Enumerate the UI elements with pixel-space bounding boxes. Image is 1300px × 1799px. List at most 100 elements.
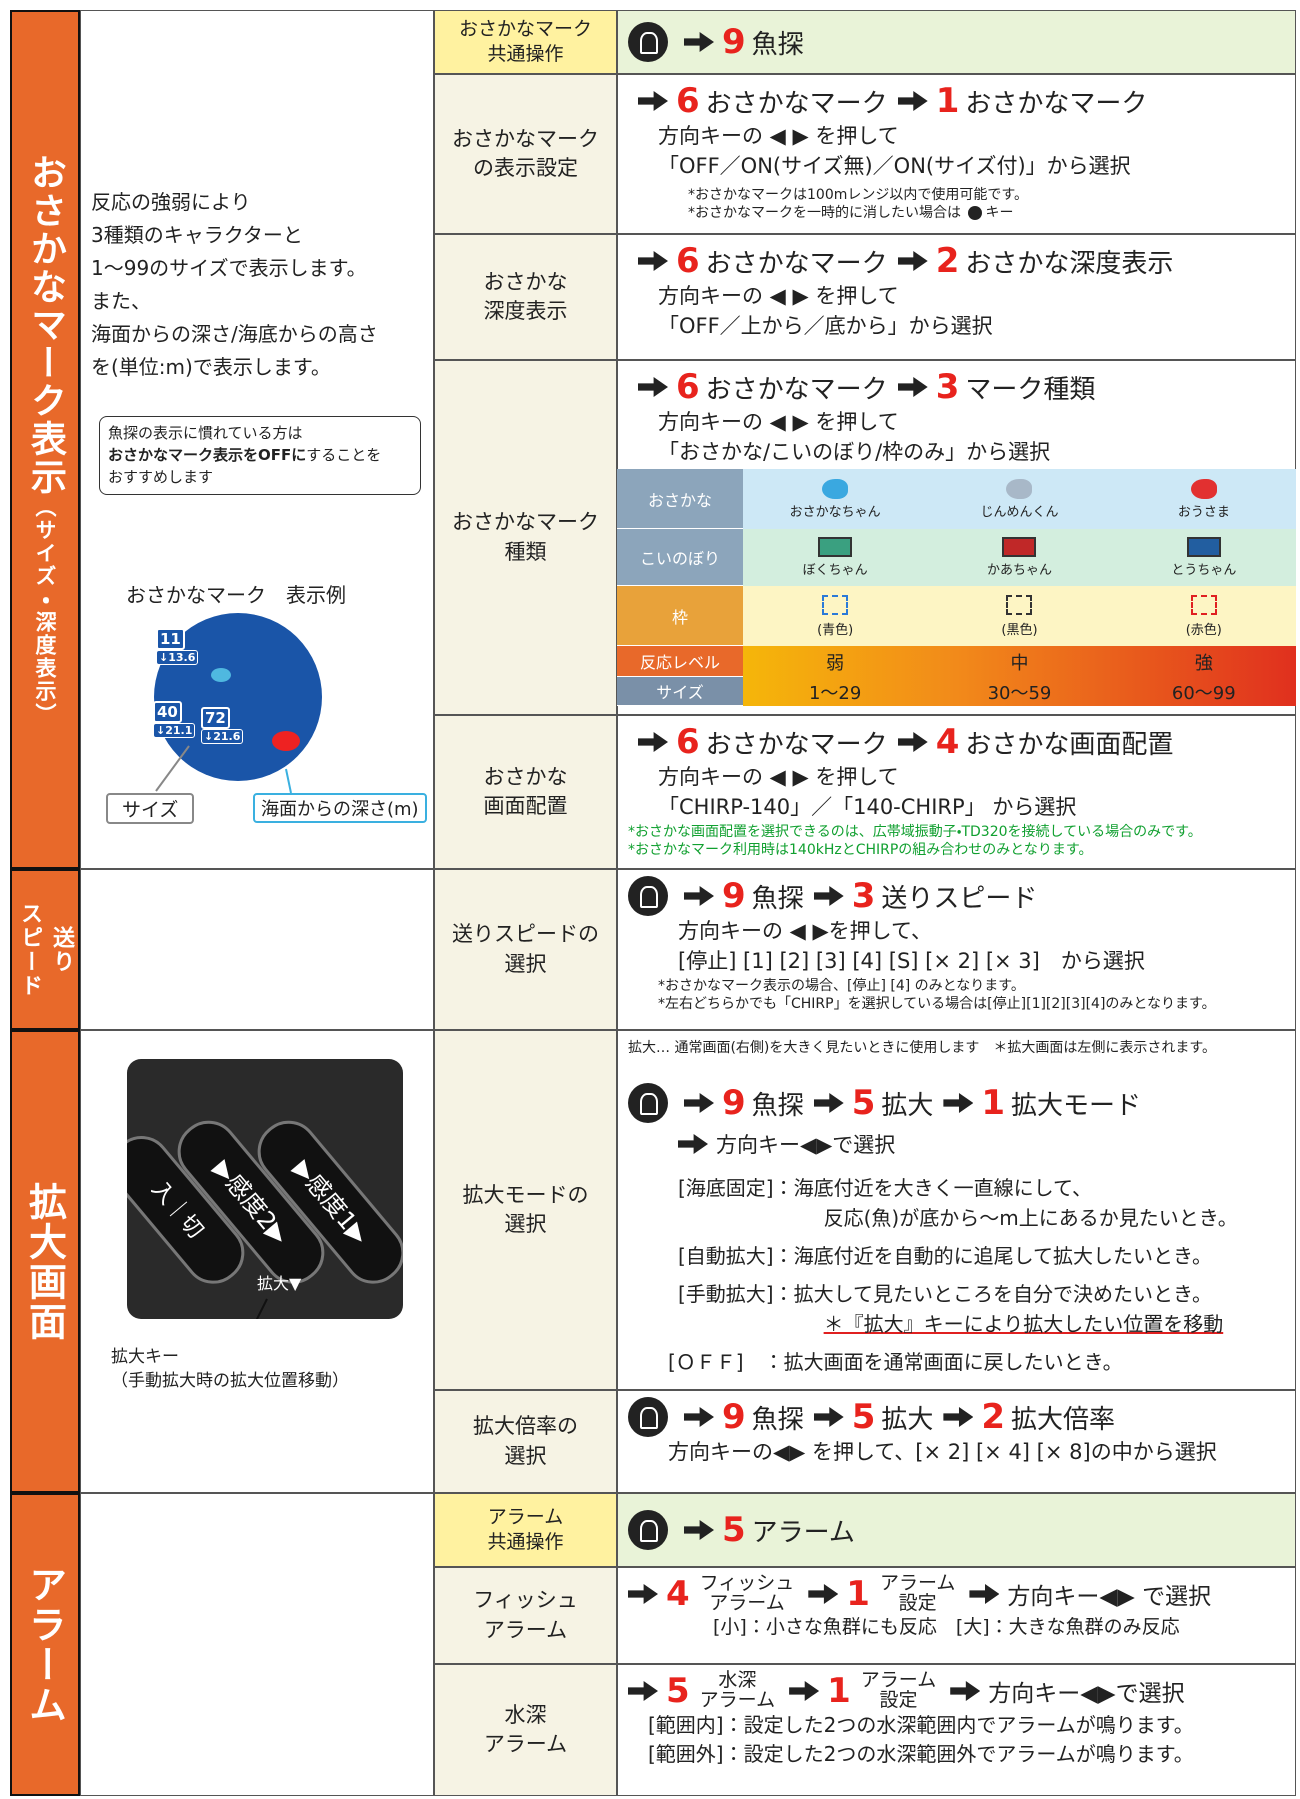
text-line: 方向キーの ◀ ▶ を押して <box>658 765 899 789</box>
text-line: 拡大モードの <box>462 1182 589 1207</box>
shape: おさかなマーク の表示設定 <box>434 74 617 234</box>
shape <box>127 1136 245 1284</box>
cell-text: 弱 <box>826 652 845 674</box>
step-number: 5 <box>851 1397 876 1437</box>
text-line: フィッシュ <box>473 1588 578 1613</box>
zoom-item: [ＯＦＦ] ：拡大画面を通常画面に戻したいとき。 <box>628 1347 1285 1377</box>
text-line: おさかなマーク <box>452 510 599 535</box>
shape: 9 魚探 3 送りスピード <box>674 876 1037 916</box>
step-text: おさかなマーク <box>705 729 888 760</box>
arrow <box>684 886 714 906</box>
key-label: 拡大▼ <box>257 1274 302 1293</box>
text-line: 送りスピードの <box>452 922 599 947</box>
arrow <box>628 1681 658 1701</box>
section-subtitle: （サイズ・深度表示） <box>33 495 57 726</box>
shape: 方向キー◀▶で選択 <box>628 1129 1285 1159</box>
arrow <box>684 1520 714 1540</box>
shape: 4 フィッシュ アラーム 1 アラーム 設定 <box>618 1573 959 1614</box>
table-head: 枠 <box>617 586 743 646</box>
shape <box>969 1584 1000 1604</box>
example-title: おさかなマーク 表示例 <box>126 583 346 607</box>
shape: 6 おさかなマーク 3 マーク種類 <box>628 367 1285 407</box>
step-number: 6 <box>676 367 700 407</box>
step-number: 9 <box>722 1397 746 1437</box>
shape: おさかなマーク 共通操作 <box>434 10 617 74</box>
table-cell: ぼくちゃん <box>743 529 927 586</box>
table-row: おさかな おさかなちゃん じんめんくん おうさま <box>617 469 1296 529</box>
text-line: 深度表示 <box>483 299 568 323</box>
step-text: おさかなマーク <box>705 374 888 405</box>
text-line: 画面配置 <box>483 794 568 818</box>
content-cell: 6 おさかなマーク 1 おさかなマーク 方向キーの ◀ ▶ を押して 「OFF／ON(サ… <box>617 74 1296 234</box>
shape: 9 魚探 <box>674 22 804 62</box>
table-row-inner: おさかな おさかなちゃん じんめんくん おうさま <box>617 469 1296 529</box>
zoom-item-text: 拡大画面を通常画面に戻したいとき。 <box>784 1347 1123 1377</box>
shape <box>950 1681 981 1701</box>
step-text: アラーム 設定 <box>880 1573 955 1614</box>
text-line: 3種類のキャラクターと <box>91 223 303 247</box>
text-line: *おさかな画面配置を選択できるのは、広帯域振動子・TD320を接続している場合の… <box>628 823 1202 840</box>
content-cell: 9 魚探 <box>617 10 1296 74</box>
arrow <box>897 732 928 752</box>
table-row: サイズ 1～29 30～59 60～99 <box>617 677 1296 706</box>
shape <box>628 876 668 916</box>
step-number: 4 <box>935 722 960 762</box>
step-text: マーク種類 <box>965 374 1096 405</box>
step-number: 9 <box>722 876 746 916</box>
step-number: 3 <box>851 876 876 916</box>
step-number: 2 <box>981 1397 1006 1437</box>
content-cell: 6 おさかなマーク 4 おさかな画面配置 方向キーの ◀ ▶ を押して 「CHIRP-1… <box>617 715 1296 869</box>
step-number: 6 <box>676 81 700 121</box>
table-row-inner: こいのぼり ぼくちゃん かあちゃん とうちゃん <box>617 529 1296 586</box>
table-cell: とうちゃん <box>1112 529 1296 586</box>
step-number: 5 <box>851 1083 876 1123</box>
shape: 拡大倍率の 選択 <box>434 1390 617 1493</box>
text-line: [小]：小さな魚群にも反応 [大]：大きな魚群のみ反応 <box>713 1616 1180 1638</box>
shape: *おさかなマークを一時的に消したい場合は キー <box>628 204 1285 233</box>
table-cell: おさかなちゃん <box>743 469 927 529</box>
step-text-line: 水深 <box>718 1669 757 1692</box>
shape <box>211 668 231 682</box>
step-number: 1 <box>935 81 960 121</box>
table-head: 反応レベル <box>617 646 743 677</box>
keypad: 入｜切 ▶感度2▶ ▶感度1▶ 拡大▼ <box>127 1059 403 1319</box>
table-cell: (黒色) <box>927 586 1111 646</box>
section-fish-mark: おさかなマーク表示 （サイズ・深度表示） <box>10 10 80 869</box>
step-text: おさかな画面配置 <box>965 729 1174 760</box>
text-line: 「CHIRP-140」／「140-CHIRP」 から選択 <box>658 795 1077 820</box>
table-cell: かあちゃん <box>927 529 1111 586</box>
step-text: 魚探 <box>751 1090 804 1121</box>
shape: 9 魚探 5 拡大 1 拡大モード <box>674 1083 1141 1123</box>
arrow <box>789 1681 820 1701</box>
arrow <box>897 91 928 111</box>
step-number: 1 <box>827 1671 851 1711</box>
text-line: 拡大キー <box>111 1347 179 1367</box>
empty-cell <box>80 1493 434 1796</box>
shape: 6 おさかなマーク 1 おさかなマーク <box>628 81 1285 121</box>
text-line: *おさかなマーク利用時は140kHzとCHIRPの組み合わせのみとなります。 <box>628 842 1093 859</box>
table-cell: じんめんくん <box>927 469 1111 529</box>
text-line: 海面からの深さ/海底からの高さ <box>91 322 378 346</box>
text-line: おさかなマーク <box>458 18 592 41</box>
callout-size: サイズ <box>106 793 195 824</box>
text-line: [範囲内]：設定した2つの水深範囲内でアラームが鳴ります。 <box>648 1713 1194 1737</box>
zoom-item: [自動拡大]： 海底付近を自動的に追尾して拡大したいとき。 <box>628 1241 1285 1271</box>
step-text: 送りスピード <box>881 883 1038 914</box>
table-row: こいのぼり ぼくちゃん かあちゃん とうちゃん <box>617 529 1296 586</box>
text-line: 「OFF／ON(サイズ無)／ON(サイズ付)」から選択 <box>658 154 1131 179</box>
step-text-line: アラーム <box>860 1669 937 1692</box>
shape: 方向キーの ◀ ▶を押して、 [停止] [1] [2] [3] [4] [S] [… <box>628 916 1285 977</box>
zoom-item-text: 拡大して見たいところを自分で決めたいとき。 ＊『拡大』キーにより拡大したい位置を移… <box>794 1279 1224 1339</box>
table-head: サイズ <box>617 677 743 706</box>
mark-icon <box>822 478 849 499</box>
step-text: 拡大 <box>881 1404 934 1435</box>
content-cell: 6 おさかなマーク 2 おさかな深度表示 方向キーの ◀ ▶ を押して 「OFF／上から… <box>617 234 1296 360</box>
zoom-item-key: [海底固定]： <box>678 1176 794 1200</box>
table-row: 枠 (青色) (黒色) (赤色) <box>617 586 1296 646</box>
text-line: アラーム <box>487 1506 564 1529</box>
description: 反応の強弱により 3種類のキャラクターと 1～99のサイズで表示します。 また、 海面か… <box>91 186 378 384</box>
mark-depth: ↓21.1 <box>153 723 196 738</box>
zoom-item: [海底固定]： 海底付近を大きく一直線にして、 反応(魚)が底から～m上にあるか見た… <box>628 1173 1285 1233</box>
text-line: 拡大倍率の <box>473 1414 578 1439</box>
mark-icon <box>822 594 849 615</box>
